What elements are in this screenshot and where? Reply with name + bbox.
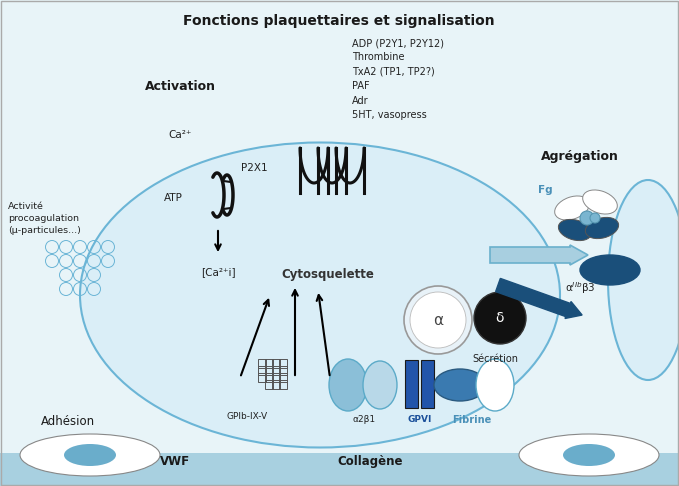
Ellipse shape — [80, 142, 560, 448]
Bar — [258, 373, 266, 382]
Text: Agrégation: Agrégation — [541, 150, 619, 163]
Bar — [272, 373, 280, 382]
Bar — [272, 359, 280, 368]
Bar — [279, 373, 287, 382]
Text: Cytosquelette: Cytosquelette — [282, 268, 374, 281]
Text: α2β1: α2β1 — [352, 415, 375, 424]
Ellipse shape — [64, 444, 116, 466]
Ellipse shape — [329, 359, 367, 411]
Text: Ca²⁺: Ca²⁺ — [168, 130, 191, 140]
Bar — [272, 380, 280, 389]
Circle shape — [474, 292, 526, 344]
Text: ATP: ATP — [164, 193, 183, 203]
Circle shape — [404, 286, 472, 354]
Text: ADP (P2Y1, P2Y12)
Thrombine
TxA2 (TP1, TP2?)
PAF
Adr
5HT, vasopress: ADP (P2Y1, P2Y12) Thrombine TxA2 (TP1, T… — [352, 38, 444, 120]
Ellipse shape — [363, 361, 397, 409]
Text: VWF: VWF — [160, 454, 190, 468]
Text: α: α — [433, 312, 443, 328]
Text: P2X1: P2X1 — [241, 163, 268, 173]
Text: Sécrétion: Sécrétion — [472, 354, 518, 364]
Bar — [258, 359, 266, 368]
Ellipse shape — [519, 434, 659, 476]
Ellipse shape — [555, 196, 589, 220]
Text: δ: δ — [496, 311, 504, 325]
Text: Collagène: Collagène — [337, 454, 403, 468]
Bar — [258, 366, 266, 375]
Circle shape — [590, 213, 600, 223]
Bar — [279, 380, 287, 389]
Bar — [421, 360, 434, 408]
Ellipse shape — [20, 434, 160, 476]
Bar — [0, 453, 679, 486]
Bar — [272, 366, 280, 375]
Text: Fibrine: Fibrine — [452, 415, 492, 425]
Bar — [279, 359, 287, 368]
Bar — [265, 380, 273, 389]
Text: [Ca²⁺i]: [Ca²⁺i] — [201, 267, 236, 277]
Bar — [265, 359, 273, 368]
Ellipse shape — [434, 369, 486, 401]
Ellipse shape — [608, 180, 679, 380]
Ellipse shape — [580, 255, 640, 285]
FancyArrow shape — [496, 278, 582, 318]
Text: Activation: Activation — [145, 80, 215, 93]
Text: α$^{IIb}$β3: α$^{IIb}$β3 — [565, 280, 595, 296]
Text: GPVI: GPVI — [408, 415, 433, 424]
Ellipse shape — [558, 219, 591, 241]
Circle shape — [580, 211, 594, 225]
Bar — [279, 366, 287, 375]
Ellipse shape — [583, 190, 617, 214]
FancyArrow shape — [490, 245, 588, 265]
Text: Activité
procoagulation
(µ-particules...): Activité procoagulation (µ-particules...… — [8, 202, 81, 235]
Text: Fonctions plaquettaires et signalisation: Fonctions plaquettaires et signalisation — [183, 14, 495, 28]
Bar — [265, 373, 273, 382]
Text: Adhésion: Adhésion — [41, 415, 95, 428]
Bar — [405, 360, 418, 408]
Text: Fg: Fg — [538, 185, 552, 195]
Text: GPIb-IX-V: GPIb-IX-V — [226, 412, 268, 421]
Ellipse shape — [585, 217, 619, 239]
Circle shape — [410, 292, 466, 348]
Bar — [265, 366, 273, 375]
Ellipse shape — [563, 444, 615, 466]
Ellipse shape — [476, 359, 514, 411]
